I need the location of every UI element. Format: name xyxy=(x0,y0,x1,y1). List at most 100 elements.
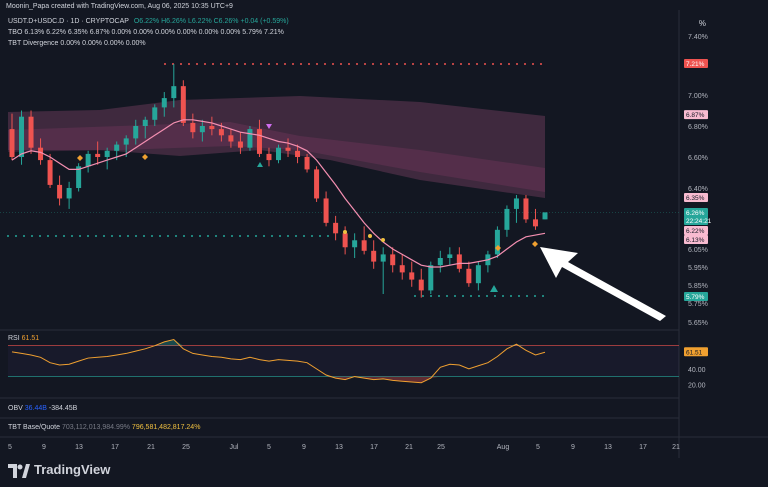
tradingview-logo-icon xyxy=(8,463,30,478)
signal-diamond xyxy=(532,241,538,247)
candle xyxy=(9,129,15,157)
x-axis-tick: 25 xyxy=(182,444,190,451)
tradingview-logo: TradingView xyxy=(8,462,110,478)
obv-legend: OBV 36.44B -384.45B xyxy=(8,405,77,412)
x-axis-tick: 25 xyxy=(437,444,445,451)
candle xyxy=(199,126,205,133)
x-axis-tick: 9 xyxy=(42,444,46,451)
tbt-divergence-legend[interactable]: TBT Divergence 0.00% 0.00% 0.00% 0.00% xyxy=(8,40,146,47)
price-label-chip xyxy=(684,226,708,235)
y-axis-tick: 7.00% xyxy=(688,93,708,100)
candle xyxy=(237,141,243,148)
x-axis-tick: 17 xyxy=(111,444,119,451)
y-axis-tick: 5.85% xyxy=(688,283,708,290)
rsi-axis-tick: 40.00 xyxy=(688,367,706,374)
candle xyxy=(523,198,529,220)
candle xyxy=(314,169,320,199)
percent-scale-toggle[interactable]: % xyxy=(698,19,706,28)
price-label-text: 6.87% xyxy=(686,112,705,119)
price-label-text: 6.22% xyxy=(686,228,705,235)
x-axis-tick: 21 xyxy=(147,444,155,451)
candle xyxy=(333,222,339,234)
candle xyxy=(266,153,272,161)
candle xyxy=(409,272,415,280)
price-label-text: 6.13% xyxy=(686,237,705,244)
tbo-legend[interactable]: TBO 6.13% 6.22% 6.35% 6.87% 0.00% 0.00% … xyxy=(8,29,284,36)
candle xyxy=(437,258,443,266)
x-axis-tick: Jul xyxy=(230,444,239,451)
tbt-base-label: TBT Base/Quote xyxy=(8,424,61,431)
y-axis-tick: 6.05% xyxy=(688,247,708,254)
x-axis-tick: Aug xyxy=(497,444,510,451)
x-axis-tick: 17 xyxy=(639,444,647,451)
created-by-text: Moonin_Papa created with TradingView.com… xyxy=(6,3,233,10)
rsi-label: RSI xyxy=(8,335,20,342)
candle xyxy=(19,116,25,157)
price-label-text: 6.35% xyxy=(686,195,705,202)
candle xyxy=(304,157,310,170)
tbo-cloud-band xyxy=(8,96,545,198)
symbol-name[interactable]: USDT.D+USDC.D · 1D · CRYPTOCAP xyxy=(8,18,129,25)
candle xyxy=(380,254,386,262)
candle xyxy=(352,240,358,248)
y-axis-tick: 6.60% xyxy=(688,155,708,162)
signal-dot xyxy=(343,230,347,234)
candle xyxy=(66,188,72,199)
price-label-text: 6.26% xyxy=(686,210,705,217)
candle xyxy=(504,208,510,230)
footer-bar xyxy=(0,458,768,487)
tbt-base-value-1: 703,112,013,984.99% xyxy=(61,424,130,431)
candle xyxy=(228,135,234,142)
x-axis-tick: 13 xyxy=(75,444,83,451)
rsi-value-chip-text: 61.51 xyxy=(686,349,703,356)
rsi-band xyxy=(8,345,679,377)
x-axis-tick: 21 xyxy=(405,444,413,451)
candle xyxy=(28,116,34,148)
y-axis-tick: 5.75% xyxy=(688,301,708,308)
candle xyxy=(114,144,120,151)
obv-value-1: 36.44B xyxy=(24,405,47,412)
candle xyxy=(371,250,377,262)
candle xyxy=(542,212,548,220)
candle xyxy=(418,279,424,291)
candle xyxy=(218,129,224,136)
candle xyxy=(171,86,177,99)
candle xyxy=(466,268,472,284)
candle xyxy=(76,166,82,188)
candle xyxy=(494,229,500,255)
candle xyxy=(190,122,196,133)
candle xyxy=(361,240,367,251)
x-axis-tick: 5 xyxy=(267,444,271,451)
rsi-value: 61.51 xyxy=(21,335,40,342)
x-axis-tick: 9 xyxy=(571,444,575,451)
candle xyxy=(38,147,44,161)
candle xyxy=(399,265,405,273)
signal-triangle xyxy=(257,162,263,167)
y-axis-tick: 6.80% xyxy=(688,124,708,131)
candle xyxy=(123,138,129,145)
rsi-axis-tick: 20.00 xyxy=(688,382,706,389)
candle xyxy=(85,153,91,167)
tbo-cloud-inner xyxy=(8,122,545,192)
candle xyxy=(133,126,139,139)
candle xyxy=(323,198,329,223)
price-label-chip xyxy=(684,193,708,202)
candle xyxy=(447,254,453,258)
candle xyxy=(390,254,396,266)
signal-diamond xyxy=(495,245,501,251)
arrow-annotation xyxy=(540,247,666,321)
x-axis-tick: 13 xyxy=(604,444,612,451)
price-label-text: 5.79% xyxy=(686,294,705,301)
price-label-text: 22:24:21 xyxy=(686,218,712,225)
price-label-chip xyxy=(684,208,708,217)
rsi-line xyxy=(11,338,546,384)
candle xyxy=(256,129,262,154)
x-axis-tick: 21 xyxy=(672,444,680,451)
price-label-chip xyxy=(684,292,708,301)
y-axis-tick: 5.95% xyxy=(688,265,708,272)
ohlc-values: O6.22% H6.26% L6.22% C6.26% +0.04 (+0.59… xyxy=(133,18,289,25)
x-axis-tick: 17 xyxy=(370,444,378,451)
obv-label: OBV xyxy=(8,405,23,412)
signal-dot xyxy=(381,238,385,242)
